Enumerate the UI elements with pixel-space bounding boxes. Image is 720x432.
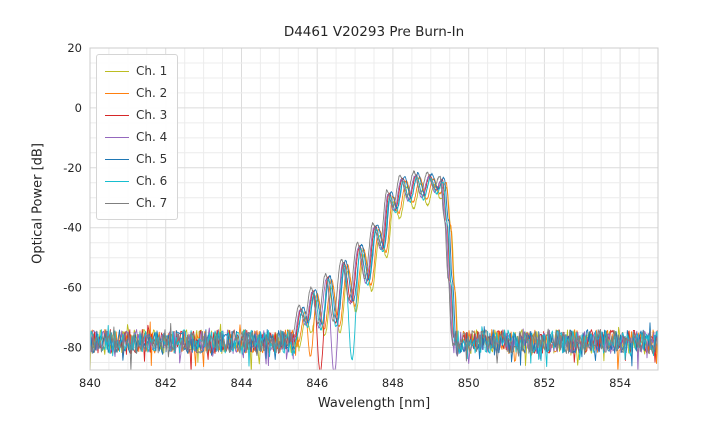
legend-item-4: Ch. 4 (105, 126, 167, 148)
legend-line-swatch (105, 70, 129, 72)
legend-label: Ch. 4 (136, 130, 168, 144)
x-tick-label: 840 (79, 376, 101, 390)
y-tick-label: 0 (75, 101, 82, 115)
x-tick-label: 848 (382, 376, 404, 390)
x-tick-label: 854 (609, 376, 631, 390)
legend-item-7: Ch. 7 (105, 192, 167, 214)
legend-line-swatch (105, 158, 129, 160)
y-axis-label: Optical Power [dB] (30, 143, 46, 264)
x-tick-label: 846 (306, 376, 328, 390)
series-line-ch-6 (90, 176, 658, 368)
legend-item-6: Ch. 6 (105, 170, 167, 192)
legend: Ch. 1 Ch. 2 Ch. 3 Ch. 4 Ch. 5 Ch. 6 Ch. 7 (96, 54, 179, 220)
x-tick-label: 852 (533, 376, 555, 390)
y-tick-label: -20 (63, 161, 82, 175)
legend-line-swatch (105, 202, 129, 204)
y-tick-label: -80 (63, 341, 82, 355)
legend-label: Ch. 5 (136, 152, 168, 166)
legend-label: Ch. 6 (136, 174, 168, 188)
legend-label: Ch. 7 (136, 196, 168, 210)
legend-label: Ch. 1 (136, 64, 168, 78)
legend-item-5: Ch. 5 (105, 148, 167, 170)
legend-item-1: Ch. 1 (105, 60, 167, 82)
series-line-ch-7 (90, 170, 658, 370)
legend-line-swatch (105, 92, 129, 94)
x-tick-label: 844 (231, 376, 253, 390)
plot-frame (89, 47, 659, 371)
series-group (90, 170, 658, 370)
legend-item-2: Ch. 2 (105, 82, 167, 104)
x-tick-label: 842 (155, 376, 177, 390)
legend-item-3: Ch. 3 (105, 104, 167, 126)
legend-line-swatch (105, 180, 129, 182)
x-tick-label: 850 (458, 376, 480, 390)
legend-label: Ch. 2 (136, 86, 168, 100)
x-axis-label: Wavelength [nm] (317, 396, 431, 411)
y-tick-label: -60 (63, 281, 82, 295)
legend-label: Ch. 3 (136, 108, 168, 122)
y-tick-label: 20 (67, 41, 82, 55)
legend-line-swatch (105, 114, 129, 116)
chart-title: D4461 V20293 Pre Burn-In (283, 24, 465, 40)
legend-line-swatch (105, 136, 129, 138)
y-tick-label: -40 (63, 221, 82, 235)
